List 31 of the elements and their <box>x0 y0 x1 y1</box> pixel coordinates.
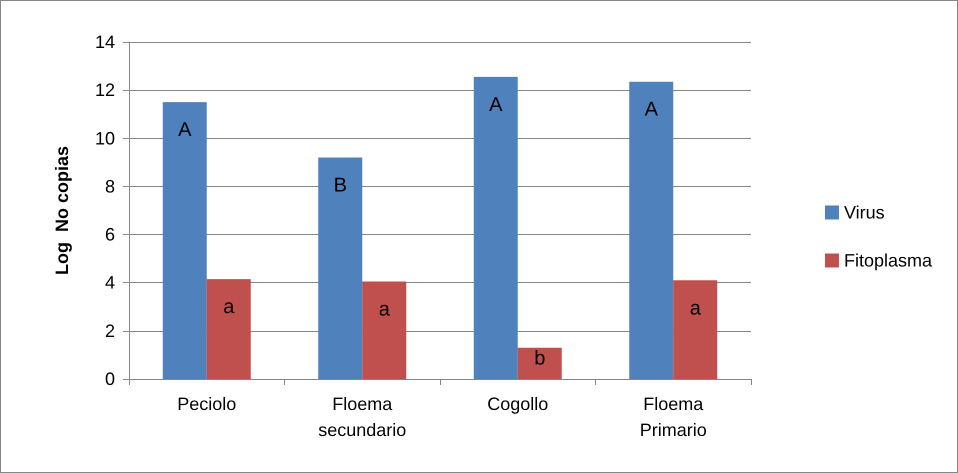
bar <box>206 279 251 379</box>
bar <box>474 76 518 379</box>
y-tick-label: 4 <box>104 272 115 293</box>
x-tick-label: Peciolo <box>177 394 236 414</box>
y-tick-label: 8 <box>104 176 115 196</box>
y-tick-label: 12 <box>94 80 115 100</box>
data-label: a <box>223 296 236 318</box>
x-tick-label: Cogollo <box>487 394 548 414</box>
bar <box>362 282 406 379</box>
data-label: A <box>489 94 504 116</box>
y-tick-label: 2 <box>104 320 115 341</box>
data-label: B <box>334 174 347 197</box>
legend-label: Virus <box>844 202 885 222</box>
y-tick-label: 14 <box>94 32 115 52</box>
y-tick-label: 10 <box>94 128 115 148</box>
bar <box>318 158 362 379</box>
data-label: a <box>378 298 391 321</box>
data-label: a <box>690 297 702 320</box>
legend-label: Fitoplasma <box>844 250 933 270</box>
data-label: b <box>534 348 546 370</box>
y-tick-label: 0 <box>104 369 115 389</box>
y-axis-title: Log No copias <box>52 146 72 276</box>
bar <box>629 82 674 379</box>
data-label: A <box>644 98 659 121</box>
x-tick-label: Floema secundario <box>318 394 406 440</box>
bar <box>518 348 562 379</box>
bar <box>673 280 718 379</box>
data-label: A <box>178 119 192 142</box>
x-tick-label: Floema Primario <box>640 394 707 440</box>
y-tick-label: 6 <box>104 224 115 245</box>
bar <box>162 102 207 379</box>
